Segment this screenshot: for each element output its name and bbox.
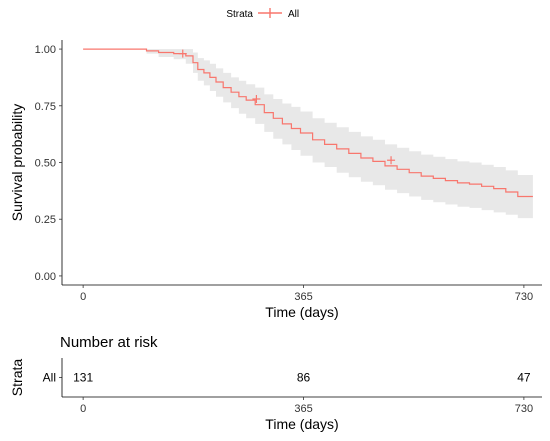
censor-marks [178, 49, 396, 165]
risk-rows: All 131 86 47 [43, 371, 531, 385]
x-tick-label: 0 [80, 291, 86, 303]
risk-row-label: All [43, 371, 56, 385]
survival-curve-line [83, 48, 533, 198]
y-axis-title: Survival probability [9, 104, 25, 222]
y-tick-label: 0.25 [35, 214, 56, 226]
y-tick-label: 0.50 [35, 158, 56, 170]
risk-count: 86 [297, 371, 311, 385]
y-ticks: 0.00 0.25 0.50 0.75 1.00 [35, 44, 62, 283]
survival-curve [83, 48, 533, 198]
risk-x-tick-label: 365 [294, 403, 312, 415]
risk-table: Number at risk Strata All 131 86 47 0 365 730… [9, 334, 542, 432]
risk-x-axis-title: Time (days) [265, 416, 338, 432]
y-tick-label: 0.75 [35, 101, 56, 113]
legend-label-all: All [288, 9, 299, 20]
x-axis-title: Time (days) [265, 304, 338, 320]
legend: Strata All [226, 8, 299, 20]
risk-x-tick-label: 0 [80, 403, 86, 415]
risk-x-ticks: 0 365 730 [80, 397, 533, 415]
risk-count: 131 [73, 371, 93, 385]
x-tick-label: 365 [294, 291, 312, 303]
x-tick-label: 730 [515, 291, 533, 303]
y-tick-label: 0.00 [35, 271, 56, 283]
y-tick-label: 1.00 [35, 44, 56, 56]
plot-panel: 0.00 0.25 0.50 0.75 1.00 0 365 730 [35, 40, 542, 303]
risk-count: 47 [517, 371, 531, 385]
legend-title: Strata [226, 9, 253, 20]
risk-table-title: Number at risk [60, 334, 158, 351]
x-ticks: 0 365 730 [80, 285, 533, 303]
risk-table-y-title: Strata [9, 359, 25, 397]
risk-x-tick-label: 730 [515, 403, 533, 415]
